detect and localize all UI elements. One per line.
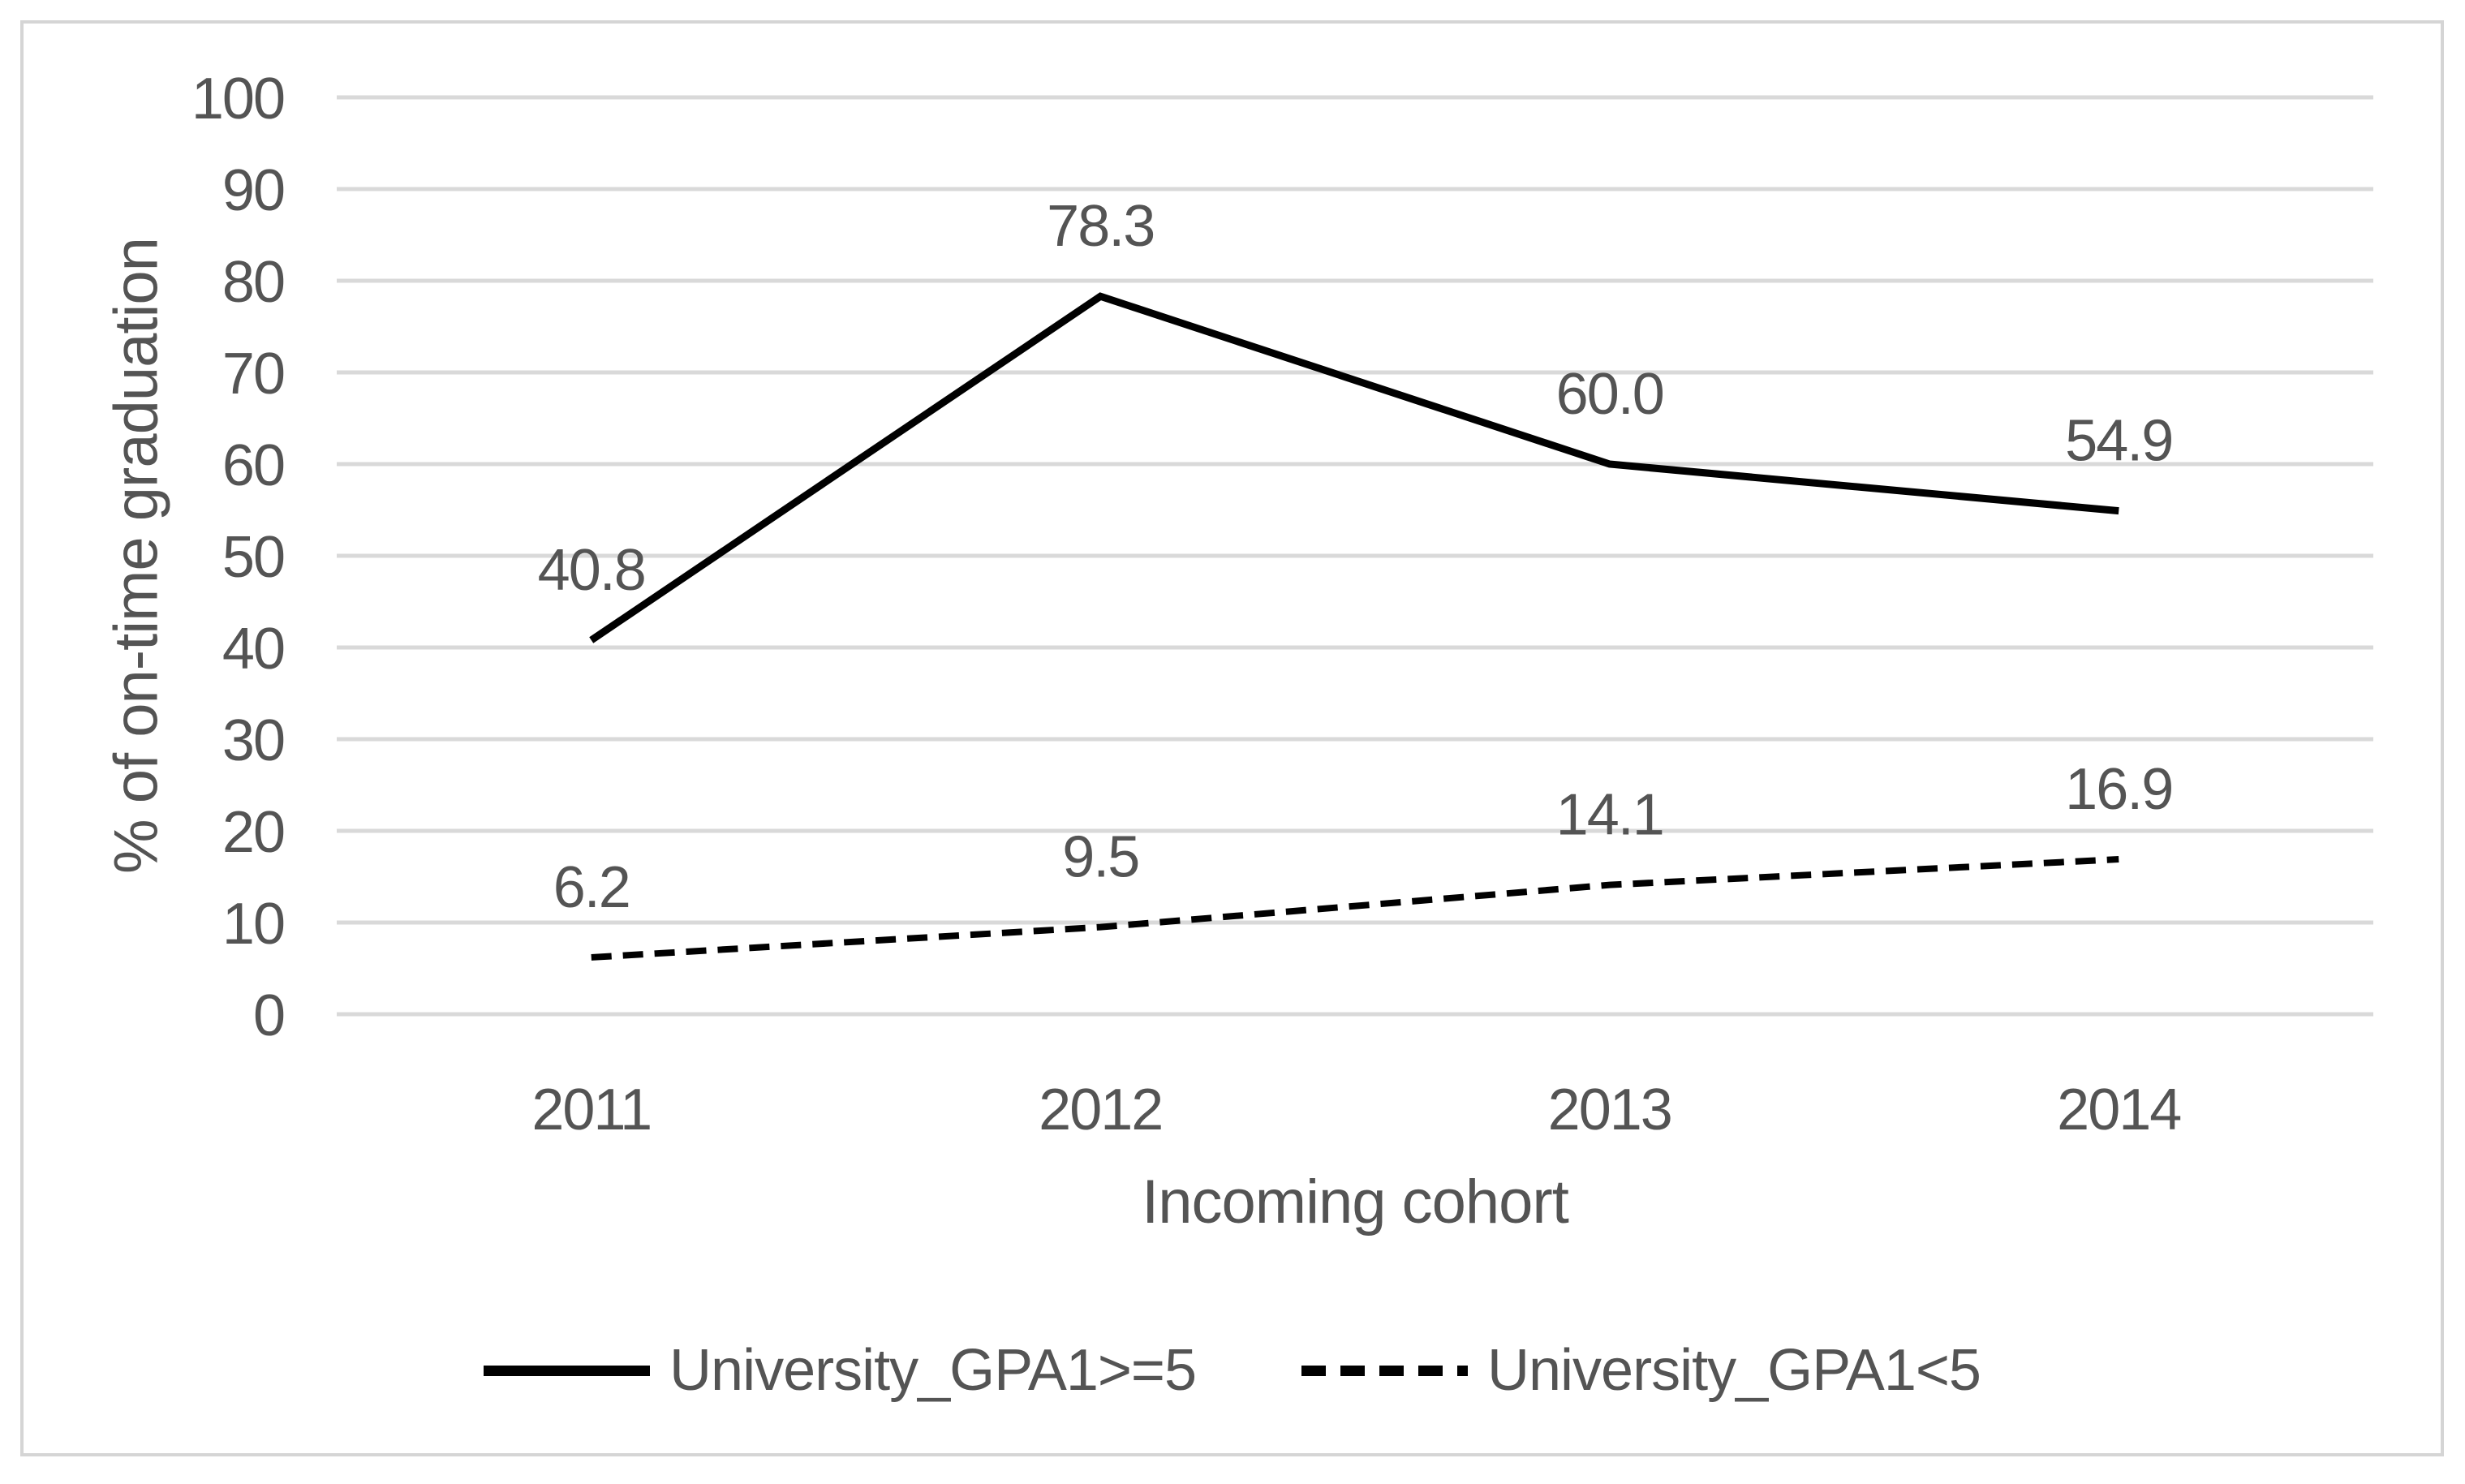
data-label: 78.3 xyxy=(1047,194,1154,259)
solid-line-sample-icon xyxy=(484,1365,651,1376)
y-axis-title: % of on-time graduation xyxy=(101,238,171,874)
legend-label-solid: University_GPA1>=5 xyxy=(669,1338,1197,1403)
y-tick-label: 100 xyxy=(191,67,284,131)
series-line-dashed xyxy=(591,856,2119,961)
x-tick-label: 2011 xyxy=(531,1078,651,1142)
y-tick-label: 70 xyxy=(222,342,284,406)
legend-item-solid: University_GPA1>=5 xyxy=(484,1337,1197,1404)
y-tick-label: 80 xyxy=(222,250,284,315)
x-axis-title: Incoming cohort xyxy=(1142,1168,1569,1237)
dashed-line-sample-icon xyxy=(1301,1365,1469,1376)
data-label: 16.9 xyxy=(2065,757,2172,822)
data-label: 40.8 xyxy=(538,538,645,603)
y-tick-label: 50 xyxy=(222,525,284,590)
y-tick-label: 40 xyxy=(222,617,284,682)
y-tick-label: 0 xyxy=(253,983,284,1048)
series-line-solid xyxy=(589,292,2119,643)
x-tick-label: 2013 xyxy=(1548,1078,1671,1142)
data-label: 6.2 xyxy=(553,855,630,920)
x-tick-label: 2014 xyxy=(2057,1078,2180,1142)
data-label: 9.5 xyxy=(1062,825,1138,890)
data-label: 54.9 xyxy=(2065,409,2172,474)
y-tick-label: 30 xyxy=(222,708,284,773)
y-tick-label: 20 xyxy=(222,800,284,865)
y-tick-label: 60 xyxy=(222,433,284,498)
data-label: 60.0 xyxy=(1556,362,1663,427)
y-tick-label: 10 xyxy=(222,892,284,957)
legend-label-dashed: University_GPA1<5 xyxy=(1487,1338,1981,1403)
legend-item-dashed: University_GPA1<5 xyxy=(1301,1337,1981,1404)
legend: University_GPA1>=5 University_GPA1<5 xyxy=(24,1337,2441,1404)
figure-border xyxy=(20,20,2444,1456)
x-tick-label: 2012 xyxy=(1039,1078,1162,1142)
y-tick-label: 90 xyxy=(222,158,284,223)
data-label: 14.1 xyxy=(1556,783,1663,848)
